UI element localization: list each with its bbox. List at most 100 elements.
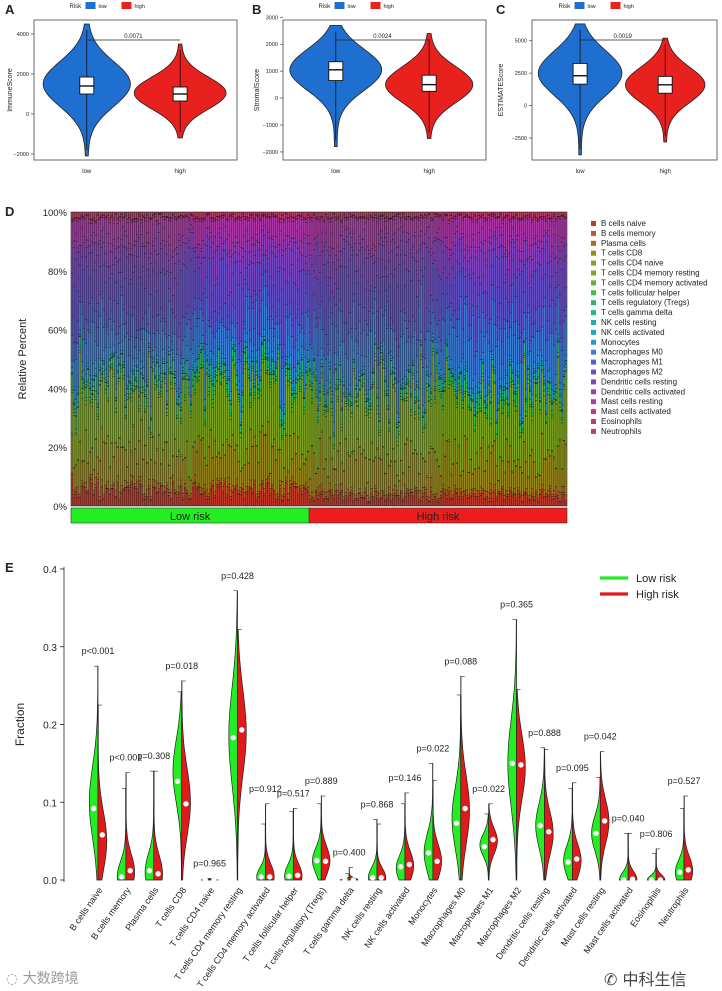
bar-segment-19 [71, 220, 74, 223]
bar-segment-15 [463, 276, 467, 298]
bar-segment-0 [209, 489, 213, 506]
sample-bar [148, 212, 151, 506]
bar-segment-18 [265, 218, 268, 251]
bar-segment-14 [209, 317, 213, 327]
bar-segment-5 [465, 391, 469, 439]
bar-segment-10 [134, 378, 137, 381]
bar-segment-15 [457, 263, 461, 310]
bar-segment-2 [485, 491, 488, 497]
bar-segment-10 [233, 349, 236, 352]
bar-segment-12 [146, 379, 149, 383]
bar-segment-6 [221, 374, 224, 378]
bar-segment-20 [112, 218, 115, 221]
bar-segment-19 [237, 217, 240, 220]
bar-segment-16 [71, 258, 74, 274]
bar-segment-5 [414, 418, 417, 450]
bar-segment-0 [402, 501, 405, 506]
bar-segment-2 [269, 488, 272, 494]
bar-segment-15 [170, 309, 173, 342]
bar-segment-17 [281, 249, 284, 256]
bar-segment-19 [420, 215, 423, 218]
bar-segment-13 [179, 363, 183, 393]
bar-segment-2 [239, 487, 242, 492]
bar-segment-10 [320, 363, 324, 367]
bar-segment-16 [449, 255, 453, 286]
bar-segment-18 [487, 217, 490, 238]
bar-segment-4 [146, 462, 149, 464]
bar-segment-19 [455, 215, 459, 219]
bar-segment-11 [304, 366, 308, 371]
bar-segment-15 [376, 311, 379, 349]
sample-bar [427, 212, 431, 506]
bar-segment-15 [183, 264, 187, 318]
bar-segment-15 [233, 262, 236, 308]
bar-segment-5 [110, 367, 113, 443]
bar-segment-11 [394, 373, 397, 378]
sample-bar [279, 212, 282, 506]
bar-segment-15 [84, 256, 88, 320]
bar-segment-11 [195, 366, 199, 370]
bar-segment-19 [394, 216, 397, 220]
bar-segment-3 [421, 458, 425, 488]
bar-segment-21 [88, 212, 92, 219]
bar-segment-11 [340, 406, 344, 409]
bar-segment-10 [136, 367, 139, 371]
bar-segment-0 [193, 482, 197, 506]
bar-segment-2 [144, 493, 147, 497]
bar-segment-11 [249, 389, 252, 394]
sample-bar [88, 212, 92, 506]
bar-segment-4 [287, 470, 290, 473]
bar-segment-21 [150, 212, 153, 219]
bar-segment-12 [433, 380, 437, 387]
bar-segment-10 [197, 356, 201, 359]
bar-segment-3 [237, 461, 240, 491]
bar-segment-7 [306, 370, 310, 374]
bar-segment-16 [86, 245, 90, 267]
bar-segment-19 [300, 216, 304, 220]
bar-segment-2 [160, 483, 163, 486]
bar-segment-10 [354, 388, 357, 390]
bar-segment-13 [106, 334, 109, 377]
sample-bar [207, 212, 211, 506]
bar-segment-10 [158, 376, 161, 380]
bar-segment-6 [414, 414, 417, 419]
bar-segment-7 [112, 369, 115, 375]
bar-segment-19 [144, 218, 147, 222]
bar-segment-12 [168, 335, 171, 348]
bar-segment-13 [114, 352, 117, 390]
bar-segment-6 [267, 370, 270, 375]
bar-segment-13 [243, 328, 246, 342]
bar-segment-6 [318, 399, 322, 405]
bar-segment-14 [382, 315, 385, 341]
bar-segment-3 [346, 453, 349, 490]
bar-segment-8 [160, 387, 163, 392]
bar-segment-21 [122, 212, 125, 218]
bar-segment-13 [84, 343, 88, 375]
bar-segment-20 [366, 215, 369, 218]
bar-segment-7 [205, 368, 209, 373]
bar-segment-12 [298, 368, 302, 374]
bar-segment-16 [318, 272, 322, 284]
sample-bar [235, 212, 238, 506]
bar-segment-15 [338, 266, 342, 301]
bar-segment-19 [344, 217, 347, 221]
bar-segment-16 [241, 256, 244, 289]
bar-segment-19 [378, 216, 381, 220]
bar-segment-18 [158, 214, 161, 224]
bar-segment-16 [148, 257, 151, 277]
bar-segment-5 [227, 400, 230, 445]
bar-segment-14 [298, 325, 302, 333]
bar-segment-2 [136, 481, 139, 490]
sample-bar [181, 212, 185, 506]
bar-segment-12 [116, 357, 119, 367]
bar-segment-12 [340, 400, 344, 408]
bar-segment-17 [191, 228, 195, 233]
bar-segment-11 [350, 402, 353, 404]
bar-segment-6 [227, 396, 230, 401]
bar-segment-6 [398, 431, 401, 435]
bar-segment-5 [485, 418, 488, 461]
bar-segment-0 [326, 499, 330, 506]
bar-segment-11 [423, 409, 427, 413]
bar-segment-3 [368, 459, 371, 499]
bar-segment-3 [487, 446, 490, 493]
